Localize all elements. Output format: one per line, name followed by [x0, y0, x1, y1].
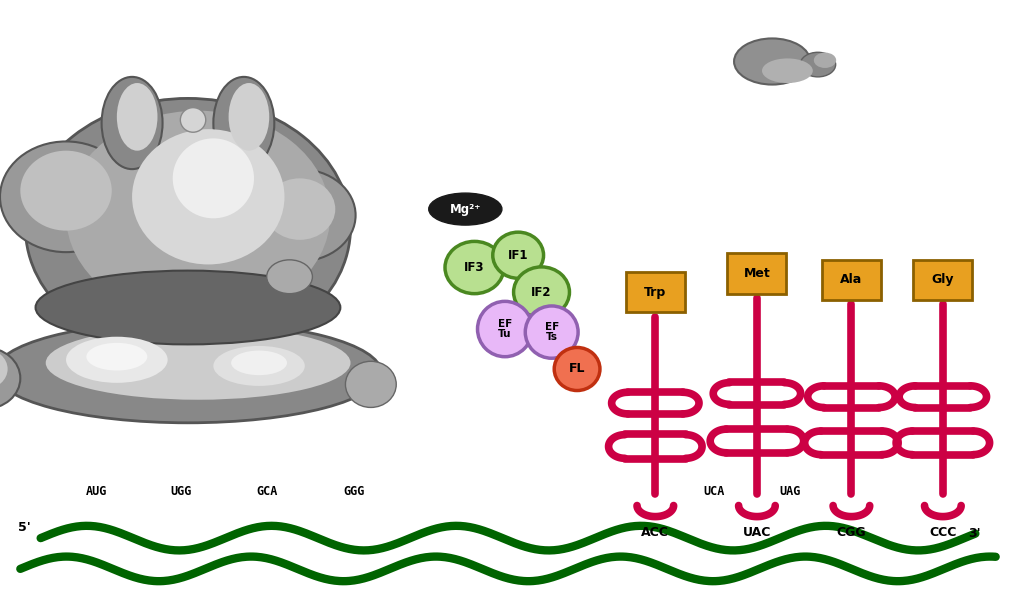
Text: IF2: IF2: [531, 285, 552, 299]
Ellipse shape: [0, 141, 132, 252]
Ellipse shape: [345, 362, 396, 408]
Ellipse shape: [513, 267, 570, 317]
Ellipse shape: [213, 77, 274, 169]
Ellipse shape: [734, 38, 811, 85]
Ellipse shape: [244, 169, 356, 261]
Ellipse shape: [173, 138, 254, 218]
FancyBboxPatch shape: [913, 260, 972, 300]
Ellipse shape: [213, 346, 305, 386]
Ellipse shape: [132, 129, 284, 264]
Ellipse shape: [117, 83, 157, 151]
FancyBboxPatch shape: [727, 253, 786, 294]
FancyBboxPatch shape: [822, 260, 881, 300]
Ellipse shape: [181, 108, 205, 132]
Text: IF3: IF3: [464, 261, 485, 274]
Text: AUG: AUG: [85, 485, 108, 498]
Text: CCC: CCC: [930, 526, 956, 539]
Ellipse shape: [0, 347, 20, 409]
Text: Trp: Trp: [644, 285, 666, 299]
FancyBboxPatch shape: [626, 272, 685, 312]
Text: UGG: UGG: [170, 485, 192, 498]
Ellipse shape: [493, 232, 544, 279]
Text: ACC: ACC: [641, 526, 670, 539]
Ellipse shape: [555, 347, 599, 391]
Text: GGG: GGG: [342, 485, 365, 498]
Text: GCA: GCA: [256, 485, 278, 498]
Text: CGG: CGG: [836, 526, 867, 539]
Ellipse shape: [478, 301, 532, 357]
Ellipse shape: [25, 98, 351, 357]
Ellipse shape: [0, 322, 381, 423]
Ellipse shape: [267, 260, 313, 294]
Ellipse shape: [66, 111, 330, 320]
Text: Mg²⁺: Mg²⁺: [450, 202, 481, 216]
Ellipse shape: [66, 337, 168, 383]
Ellipse shape: [814, 53, 836, 68]
Ellipse shape: [229, 83, 269, 151]
Text: FL: FL: [569, 362, 585, 376]
Ellipse shape: [801, 52, 835, 77]
Text: EF
Tu: EF Tu: [498, 319, 512, 339]
Ellipse shape: [231, 351, 287, 375]
Ellipse shape: [46, 326, 351, 400]
Ellipse shape: [525, 306, 578, 358]
Text: 3': 3': [968, 526, 980, 540]
Ellipse shape: [762, 58, 813, 83]
Text: UAC: UAC: [743, 526, 771, 539]
Ellipse shape: [20, 151, 112, 231]
Text: Met: Met: [744, 267, 770, 280]
Text: UCA: UCA: [703, 485, 725, 498]
Text: Gly: Gly: [932, 273, 954, 287]
Text: Ala: Ala: [840, 273, 863, 287]
Ellipse shape: [36, 271, 340, 344]
Text: UAG: UAG: [779, 485, 802, 498]
Text: IF1: IF1: [508, 248, 528, 262]
Text: 5': 5': [17, 520, 30, 534]
Ellipse shape: [264, 178, 335, 240]
Ellipse shape: [429, 193, 502, 225]
Text: EF
Ts: EF Ts: [545, 322, 559, 343]
Ellipse shape: [445, 242, 504, 294]
Ellipse shape: [0, 349, 7, 389]
Ellipse shape: [86, 343, 147, 370]
Ellipse shape: [102, 77, 163, 169]
